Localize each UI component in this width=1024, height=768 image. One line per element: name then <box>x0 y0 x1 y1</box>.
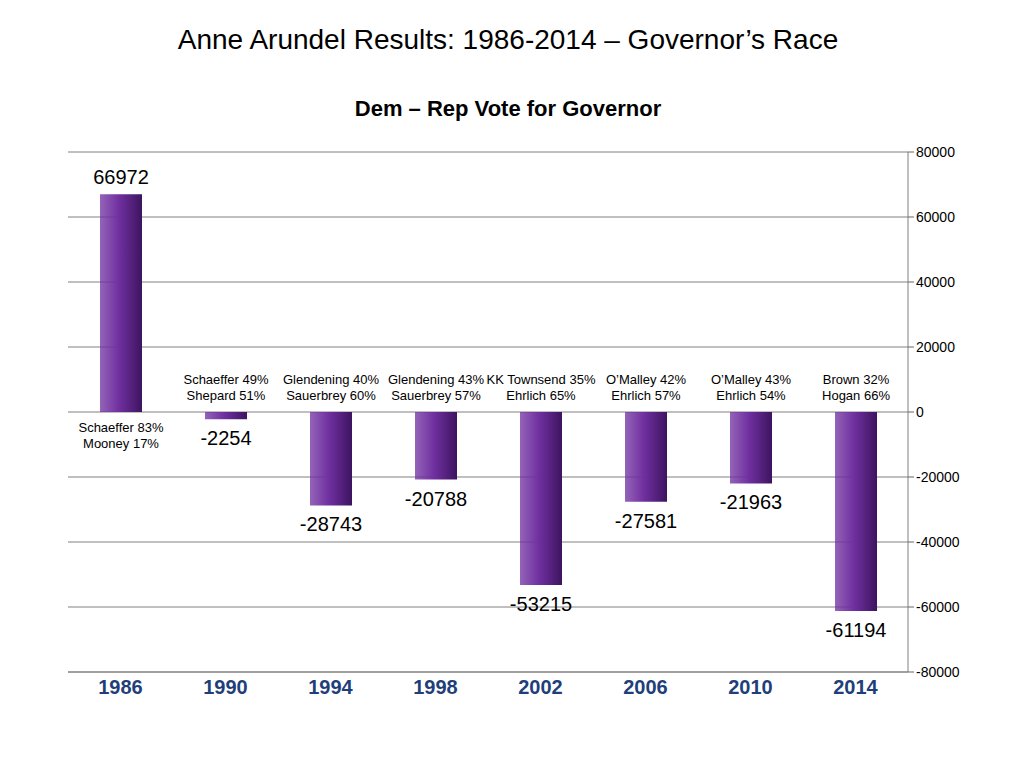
svg-text:Brown 32%Hogan 66%: Brown 32%Hogan 66% <box>822 372 890 403</box>
svg-text:-53215: -53215 <box>510 593 572 615</box>
svg-text:0: 0 <box>916 404 924 420</box>
svg-text:2014: 2014 <box>833 676 878 698</box>
svg-text:Schaeffer 49%Shepard 51%: Schaeffer 49%Shepard 51% <box>183 372 268 403</box>
svg-text:20000: 20000 <box>916 339 955 355</box>
svg-text:O’Malley 43%Ehrlich 54%: O’Malley 43%Ehrlich 54% <box>711 372 792 403</box>
svg-text:Glendening 43%Sauerbrey 57%: Glendening 43%Sauerbrey 57% <box>388 372 485 403</box>
svg-text:-61194: -61194 <box>826 619 887 641</box>
svg-text:Glendening 40%Sauerbrey 60%: Glendening 40%Sauerbrey 60% <box>283 372 380 403</box>
svg-text:-2254: -2254 <box>200 427 251 449</box>
svg-text:-80000: -80000 <box>916 664 960 680</box>
svg-text:-21963: -21963 <box>720 491 782 513</box>
svg-text:80000: 80000 <box>916 144 955 160</box>
svg-text:2010: 2010 <box>728 676 773 698</box>
svg-text:-60000: -60000 <box>916 599 960 615</box>
svg-text:-20000: -20000 <box>916 469 960 485</box>
svg-text:-40000: -40000 <box>916 534 960 550</box>
svg-text:66972: 66972 <box>93 166 149 188</box>
svg-text:1986: 1986 <box>98 676 143 698</box>
svg-text:60000: 60000 <box>916 209 955 225</box>
svg-text:2006: 2006 <box>623 676 668 698</box>
svg-text:O’Malley 42%Ehrlich 57%: O’Malley 42%Ehrlich 57% <box>606 372 687 403</box>
svg-text:Schaeffer 83%Mooney 17%: Schaeffer 83%Mooney 17% <box>78 420 163 451</box>
svg-text:1990: 1990 <box>203 676 248 698</box>
svg-text:2002: 2002 <box>518 676 563 698</box>
svg-text:KK Townsend 35%Ehrlich 65%: KK Townsend 35%Ehrlich 65% <box>487 372 596 403</box>
html-text:Anne Arundel Results: 1986-201: Anne Arundel Results: 1986-2014 – Govern… <box>177 24 839 55</box>
svg-text:40000: 40000 <box>916 274 955 290</box>
svg-text:-27581: -27581 <box>615 510 677 532</box>
svg-text:1998: 1998 <box>413 676 458 698</box>
html-text:Dem – Rep Vote for Governor: Dem – Rep Vote for Governor <box>354 96 662 121</box>
svg-text:-20788: -20788 <box>405 488 467 510</box>
svg-text:-28743: -28743 <box>300 513 362 535</box>
svg-text:1994: 1994 <box>308 676 353 698</box>
